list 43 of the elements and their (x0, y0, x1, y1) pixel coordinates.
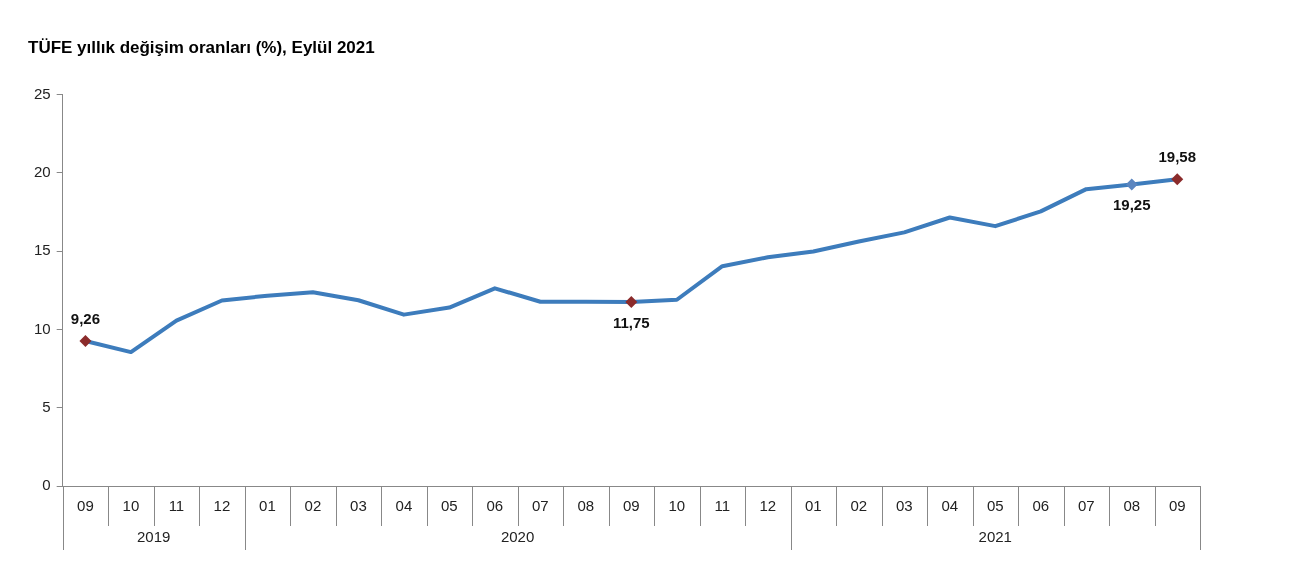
x-tick-label: 09 (77, 497, 94, 515)
x-tick-label: 08 (1123, 497, 1141, 515)
x-tick-label: 07 (1077, 497, 1095, 515)
y-tick-label: 0 (42, 476, 51, 494)
x-tick-label: 01 (804, 497, 822, 515)
x-tick-label: 08 (577, 497, 595, 515)
data-label: 9,26 (70, 309, 101, 327)
x-tick-label: 10 (122, 497, 140, 515)
x-tick-label: 09 (623, 497, 640, 515)
x-tick-label: 09 (1168, 497, 1186, 515)
x-tick-label: 12 (213, 497, 231, 515)
y-tick-label: 15 (34, 241, 51, 259)
point (1125, 178, 1138, 191)
x-tick-label: 03 (350, 497, 367, 515)
x-tick-label: 05 (441, 497, 458, 515)
x-tick-label: 06 (486, 497, 504, 515)
x-tick-label: 01 (259, 497, 276, 515)
y-tick-label: 10 (34, 319, 51, 337)
x-tick-label: 04 (941, 497, 959, 515)
chart-title: TÜFE yıllık değişim oranları (%), Eylül 2021 (28, 37, 375, 57)
x-tick-label: 07 (532, 497, 549, 515)
x-tick-label: 06 (1032, 497, 1050, 515)
data-label: 19,58 (1158, 147, 1197, 165)
x-tick-label: 02 (304, 497, 322, 515)
data-label: 11,75 (612, 313, 650, 331)
text: 2021 (978, 528, 1012, 546)
text: 2020 (500, 528, 535, 546)
x-tick-label: 03 (895, 497, 913, 515)
x-tick-label: 12 (759, 497, 777, 515)
point (79, 334, 92, 347)
point (1171, 173, 1184, 186)
point (625, 295, 638, 308)
y-tick-label: 5 (42, 397, 51, 415)
text: 2019 (136, 528, 171, 546)
x-tick-label: 11 (168, 497, 185, 515)
data-label: 19,25 (1112, 196, 1151, 214)
x-tick-label: 11 (714, 497, 731, 515)
y-tick-label: 25 (34, 84, 51, 102)
y-tick-label: 20 (34, 162, 51, 180)
x-tick-label: 05 (986, 497, 1004, 515)
x-tick-label: 02 (850, 497, 868, 515)
x-tick-label: 10 (668, 497, 686, 515)
x-tick-label: 04 (395, 497, 413, 515)
